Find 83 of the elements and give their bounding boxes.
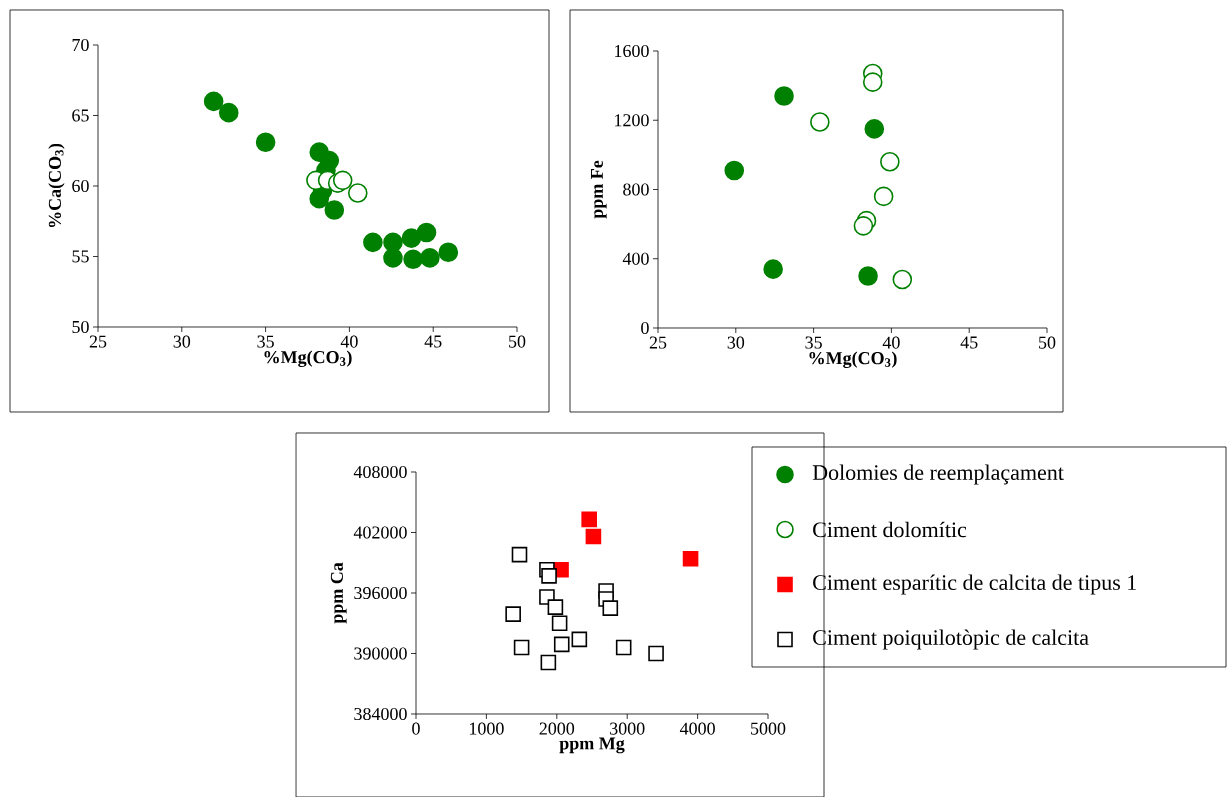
y-tick-label: 400 [622, 252, 649, 265]
point [724, 160, 745, 181]
point [383, 247, 403, 268]
point [648, 645, 664, 662]
point [309, 188, 330, 209]
point [585, 528, 602, 545]
point [541, 567, 557, 584]
x-tick-label: 50 [509, 335, 526, 348]
point [774, 86, 794, 106]
point [571, 631, 588, 647]
point [858, 266, 878, 286]
point [853, 215, 874, 236]
point [763, 259, 783, 279]
x-tick-label: 4000 [679, 722, 715, 735]
y-tick-label: 1600 [615, 44, 649, 57]
point [581, 511, 597, 527]
point [347, 183, 368, 203]
point [324, 199, 345, 220]
y-tick-label: 402000 [353, 526, 407, 539]
point [255, 132, 276, 152]
x-tick-label: 30 [173, 335, 191, 348]
legend-label: Ciment poiquilotòpic de calcita [813, 629, 1089, 650]
point [218, 102, 239, 123]
point [416, 222, 437, 243]
y-tick-label: 70 [72, 38, 89, 51]
point [540, 654, 557, 671]
point [892, 269, 913, 290]
x-tick-label: 40 [882, 336, 900, 349]
x-axis-title: %Mg(CO$_{3}$) [264, 350, 352, 367]
y-tick-label: 55 [72, 250, 89, 263]
point [880, 151, 900, 172]
x-axis-title: ppm Mg [559, 737, 625, 754]
text: Ciment dolomític [813, 521, 967, 538]
x-tick-label: 1000 [469, 722, 504, 735]
x-axis-title: %Mg(CO$_{3}$) [809, 351, 897, 368]
y-tick-label: 408000 [353, 465, 407, 478]
y-axis-title: ppm Ca [330, 562, 347, 624]
point [332, 170, 353, 190]
y-tick-label: 1200 [615, 113, 649, 127]
point [602, 600, 619, 616]
x-tick-label: 35 [257, 335, 274, 348]
x-tick-label: 5000 [751, 722, 786, 735]
x-tick-label: 40 [340, 335, 358, 348]
y-tick-label: 390000 [354, 647, 407, 660]
x-tick-label: 25 [649, 336, 667, 349]
y-axis-title: ppm Fe [590, 160, 607, 219]
point [401, 228, 422, 248]
y-tick-label: 396000 [354, 586, 407, 599]
point [615, 639, 632, 656]
x-tick-label: 35 [805, 336, 822, 349]
x-tick-label: 45 [960, 336, 978, 349]
point [553, 636, 570, 653]
point [551, 615, 568, 631]
x-tick-label: 25 [89, 335, 107, 348]
legend-label: Ciment esparític de calcita de tipus 1 [813, 574, 1136, 595]
point [363, 232, 383, 252]
x-tick-label: 3000 [610, 722, 645, 735]
x-tick-label: 45 [424, 335, 442, 348]
x-tick-label: 2000 [539, 722, 575, 735]
point [403, 249, 423, 269]
point [864, 118, 885, 139]
point [682, 550, 699, 567]
x-tick-label: 0 [412, 722, 420, 735]
point [438, 242, 459, 262]
y-tick-label: 384000 [354, 707, 407, 720]
x-tick-label: 50 [1039, 336, 1056, 349]
point [420, 247, 440, 268]
y-tick-label: 65 [72, 109, 89, 122]
y-axis-title: %Ca(CO$_{3}$) [48, 143, 65, 227]
point [873, 186, 894, 207]
y-tick-label: 800 [623, 183, 649, 196]
text: Dolomies de reemplaçament [812, 464, 1064, 485]
point [547, 599, 564, 615]
point [862, 72, 883, 92]
y-tick-label: 60 [72, 179, 89, 192]
point [511, 546, 528, 563]
y-tick-label: 50 [72, 320, 89, 333]
y-tick-label: 0 [641, 321, 649, 334]
point [505, 606, 521, 622]
point [513, 639, 530, 656]
point [810, 111, 830, 132]
point [203, 91, 224, 111]
x-tick-label: 30 [727, 336, 745, 349]
